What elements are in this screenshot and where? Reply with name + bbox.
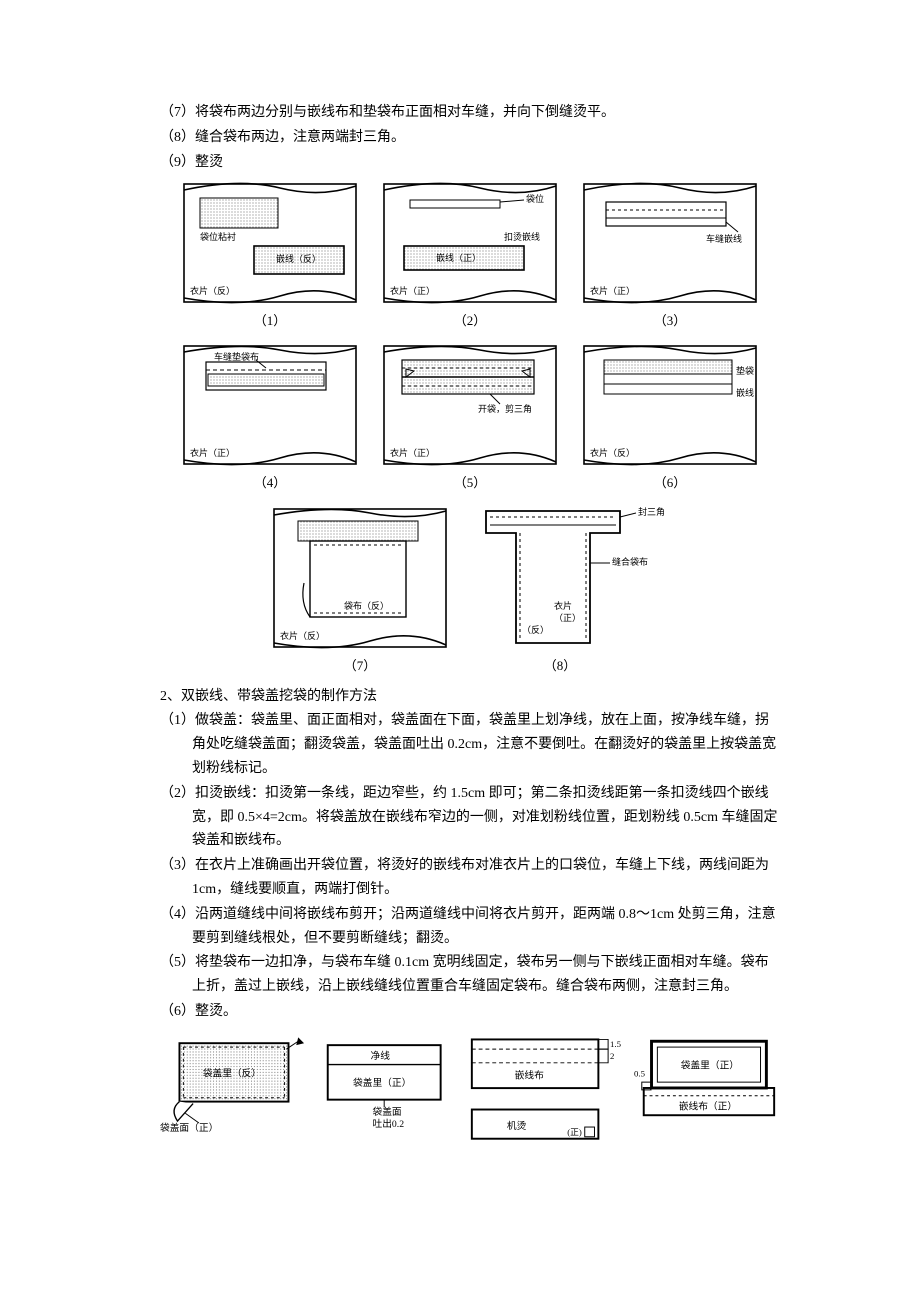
section-2-title: 2、双嵌线、带袋盖挖袋的制作方法 [160,685,780,709]
label: 车缝垫袋布 [214,351,259,362]
caption: （2） [380,310,560,332]
label: 衣片 [554,600,572,611]
figure-3: 车缝嵌线 衣片（正） （3） [580,178,760,332]
label: 衣片（正） [190,447,235,458]
label: 衣片（正） [390,285,435,296]
label: 2 [610,1051,614,1061]
label: （反） [522,625,549,635]
text: （1）做袋盖：袋盖里、面正面相对，袋盖面在下面，袋盖里上划净线，放在上面，按净线… [160,713,776,776]
item-8: （8）缝合袋布两边，注意两端封三角。 [160,126,780,150]
label: （正） [554,613,581,623]
label: 袋位粘衬 [200,231,236,242]
label: 嵌线 [736,387,754,398]
caption: （3） [580,310,760,332]
label: 扣烫嵌线 [504,231,540,242]
label: 袋布（反） [344,600,389,611]
figure-row-3: 袋布（反） 衣片（反） （7） 封三角 缝合袋布 衣片 （正） （反） （8） [180,503,780,677]
bottom-figures: 袋盖里（反） 袋盖面（正） 净线 袋盖里（正） 袋盖面 吐出0.2 嵌线布 1.… [160,1032,780,1152]
item-9: （9）整烫 [160,151,780,175]
caption: （1） [180,310,360,332]
caption: （7） [270,655,450,677]
label: 袋盖里（正） [681,1058,739,1071]
caption: （5） [380,472,560,494]
text: （3）在衣片上准确画出开袋位置，将烫好的嵌线布对准衣片上的口袋位，车缝上下线，两… [160,858,769,897]
figure-2: 袋位 扣烫嵌线 嵌线（正） 衣片（正） （2） [380,178,560,332]
text: （4）沿两道缝线中间将嵌线布剪开；沿两道缝线中间将衣片剪开，距两端 0.8～1c… [160,907,776,946]
bottom-fig-2: 净线 袋盖里（正） 袋盖面 吐出0.2 [318,1032,454,1142]
label: 0.5 [634,1068,646,1078]
label: 衣片（反） [280,630,325,641]
label: 封三角 [638,506,665,517]
s2-i6: （6）整烫。 [160,1000,780,1024]
label: 衣片（反） [190,285,235,296]
s2-i3: （3）在衣片上准确画出开袋位置，将烫好的嵌线布对准衣片上的口袋位，车缝上下线，两… [160,854,780,902]
label: 袋盖面 [373,1105,402,1118]
label: 垫袋 [736,365,754,376]
caption: （6） [580,472,760,494]
bottom-fig-3: 嵌线布 1.5 2 机烫 (正) [466,1032,622,1152]
label: 车缝嵌线 [706,233,742,244]
figure-6: 垫袋 嵌线 衣片（反） （6） [580,340,760,494]
caption: （8） [470,655,650,677]
text: （2）扣烫嵌线：扣烫第一条线，距边窄些，约 1.5cm 即可；第二条扣烫线距第一… [160,786,778,849]
label: 嵌线（反） [276,253,321,264]
s2-i2: （2）扣烫嵌线：扣烫第一条线，距边窄些，约 1.5cm 即可；第二条扣烫线距第一… [160,782,780,853]
label: 袋盖面（正） [160,1121,218,1134]
label: 嵌线（正） [436,252,481,263]
label: 袋盖里（反） [203,1066,261,1079]
s2-i5: （5）将垫袋布一边扣净，与袋布车缝 0.1cm 宽明线固定，袋布另一侧与下嵌线正… [160,951,780,999]
figure-8: 封三角 缝合袋布 衣片 （正） （反） （8） [470,503,650,677]
figure-5: 开袋，剪三角 衣片（正） （5） [380,340,560,494]
caption: （4） [180,472,360,494]
figure-row-1: 袋位粘衬 嵌线（反） 衣片（反） （1） 袋位 扣烫嵌线 嵌线（正） 衣片（正）… [180,178,780,332]
label: 衣片（正） [590,285,635,296]
label: 衣片（正） [390,447,435,458]
label: 袋盖里（正） [353,1076,411,1089]
label: (正) [567,1127,582,1137]
label: 机烫 [507,1119,527,1132]
figure-7: 袋布（反） 衣片（反） （7） [270,503,450,677]
figure-row-2: 车缝垫袋布 衣片（正） （4） 开袋，剪三角 衣片（正） （5） [180,340,780,494]
label: 嵌线布（正） [679,1099,737,1112]
label: 净线 [371,1049,391,1062]
label: 袋位 [526,193,544,204]
figure-4: 车缝垫袋布 衣片（正） （4） [180,340,360,494]
s2-i1: （1）做袋盖：袋盖里、面正面相对，袋盖面在下面，袋盖里上划净线，放在上面，按净线… [160,709,780,780]
text: （5）将垫袋布一边扣净，与袋布车缝 0.1cm 宽明线固定，袋布另一侧与下嵌线正… [160,955,769,994]
label: 开袋，剪三角 [478,403,532,414]
text: （6）整烫。 [160,1004,237,1019]
s2-i4: （4）沿两道缝线中间将嵌线布剪开；沿两道缝线中间将衣片剪开，距两端 0.8～1c… [160,903,780,951]
item-7: （7）将袋布两边分别与嵌线布和垫袋布正面相对车缝，并向下倒缝烫平。 [160,101,780,125]
label: 嵌线布 [515,1068,544,1081]
label: 1.5 [610,1039,622,1049]
label: 衣片（反） [590,447,635,458]
figure-1: 袋位粘衬 嵌线（反） 衣片（反） （1） [180,178,360,332]
bottom-fig-4: 袋盖里（正） 嵌线布（正） 0.5 [634,1032,780,1142]
bottom-fig-1: 袋盖里（反） 袋盖面（正） [160,1032,306,1142]
label: 缝合袋布 [612,556,648,567]
label: 吐出0.2 [373,1117,405,1130]
